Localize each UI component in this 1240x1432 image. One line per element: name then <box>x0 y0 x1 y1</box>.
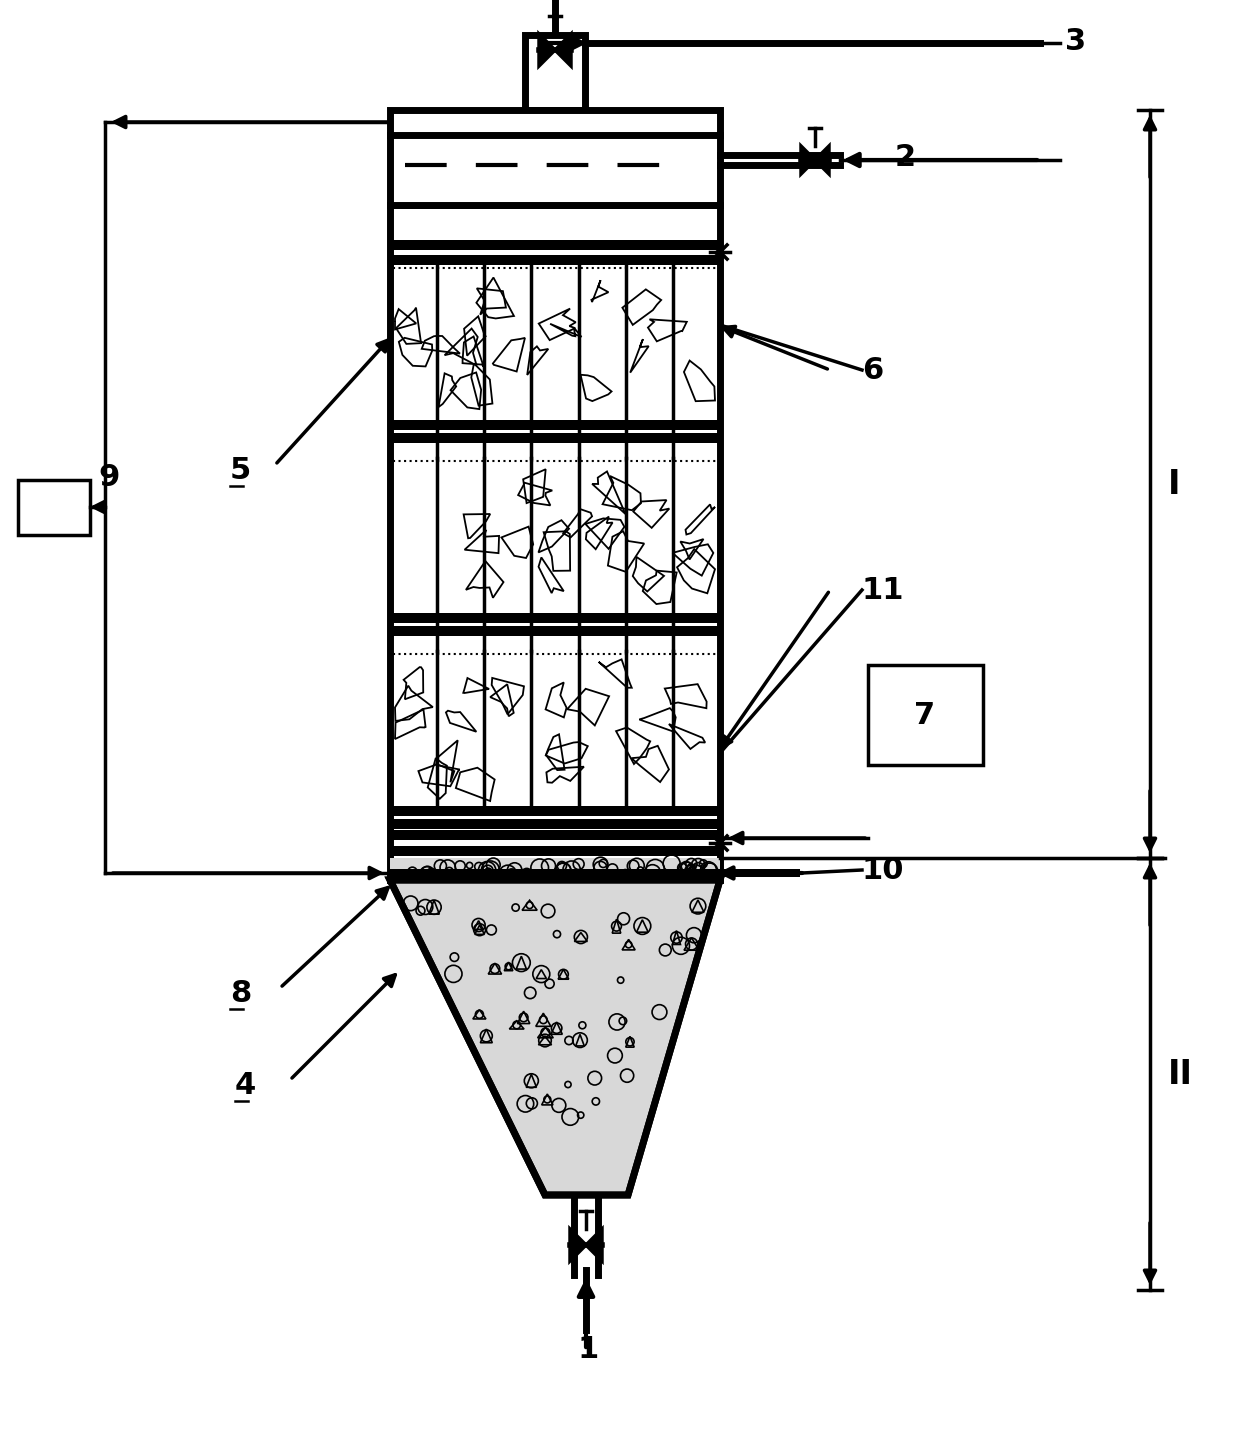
Bar <box>391 806 720 816</box>
Text: 4: 4 <box>236 1071 257 1100</box>
Text: 9: 9 <box>98 463 119 491</box>
Polygon shape <box>391 881 720 1194</box>
Bar <box>391 869 800 876</box>
Bar <box>391 255 720 265</box>
Text: II: II <box>1168 1057 1193 1091</box>
Bar <box>391 831 720 841</box>
Bar <box>391 432 720 442</box>
Bar <box>391 858 720 881</box>
Text: 7: 7 <box>914 700 935 729</box>
Polygon shape <box>539 34 556 66</box>
Bar <box>391 420 720 430</box>
Polygon shape <box>815 146 830 175</box>
Text: 3: 3 <box>1065 27 1086 56</box>
Polygon shape <box>570 1229 587 1262</box>
Text: 1: 1 <box>578 1336 599 1365</box>
Text: 5: 5 <box>229 455 252 484</box>
Text: 11: 11 <box>862 576 904 604</box>
Polygon shape <box>587 1229 601 1262</box>
Bar <box>868 664 983 765</box>
Text: I: I <box>1168 467 1180 501</box>
Bar <box>391 819 720 829</box>
Bar <box>525 34 585 110</box>
Text: 8: 8 <box>229 978 252 1008</box>
Bar <box>391 626 720 636</box>
Polygon shape <box>801 146 815 175</box>
Text: 6: 6 <box>862 355 883 385</box>
Bar <box>391 241 720 251</box>
Bar <box>19 480 91 536</box>
Text: 2: 2 <box>895 143 916 172</box>
Bar <box>391 846 720 856</box>
Text: 10: 10 <box>862 855 904 885</box>
Bar <box>391 205 720 881</box>
Polygon shape <box>556 34 570 66</box>
Bar <box>391 613 720 623</box>
Bar <box>391 110 720 205</box>
